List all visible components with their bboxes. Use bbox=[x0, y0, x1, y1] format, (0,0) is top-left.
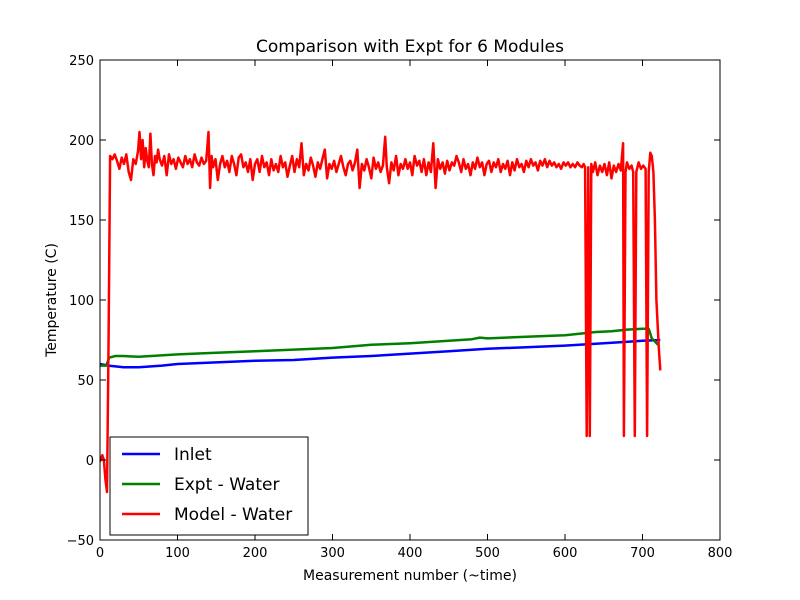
series-line-model-water bbox=[100, 130, 662, 494]
y-tick-label: 50 bbox=[77, 374, 94, 389]
series-line-expt-water bbox=[100, 327, 659, 367]
y-tick-label: −50 bbox=[67, 534, 94, 549]
x-tick-label: 100 bbox=[165, 546, 190, 561]
x-tick-label: 800 bbox=[708, 546, 733, 561]
x-axis-title: Measurement number (~time) bbox=[303, 568, 517, 584]
x-tick-label: 200 bbox=[243, 546, 268, 561]
legend: Inlet Expt - Water Model - Water bbox=[109, 436, 309, 536]
y-tick-label: 0 bbox=[86, 454, 94, 469]
legend-label: Model - Water bbox=[174, 505, 292, 525]
chart-title: Comparison with Expt for 6 Modules bbox=[256, 37, 564, 57]
x-tick-label: 400 bbox=[398, 546, 423, 561]
y-tick-label: 250 bbox=[69, 54, 94, 69]
legend-label: Inlet bbox=[174, 445, 212, 465]
x-tick-label: 500 bbox=[475, 546, 500, 561]
y-tick-label: 200 bbox=[69, 134, 94, 149]
x-tick-label: 300 bbox=[320, 546, 345, 561]
legend-label: Expt - Water bbox=[174, 475, 279, 495]
y-tick-label: 150 bbox=[69, 214, 94, 229]
series-line-inlet bbox=[100, 338, 661, 369]
y-axis-title: Temperature (C) bbox=[44, 243, 60, 358]
series-layer bbox=[100, 130, 662, 494]
x-tick-label: 0 bbox=[96, 546, 104, 561]
x-tick-label: 600 bbox=[553, 546, 578, 561]
y-tick-label: 100 bbox=[69, 294, 94, 309]
x-tick-label: 700 bbox=[630, 546, 655, 561]
ticks-layer: 0 100 200 300 400 500 600 700 800−50050100150200… bbox=[67, 54, 733, 561]
